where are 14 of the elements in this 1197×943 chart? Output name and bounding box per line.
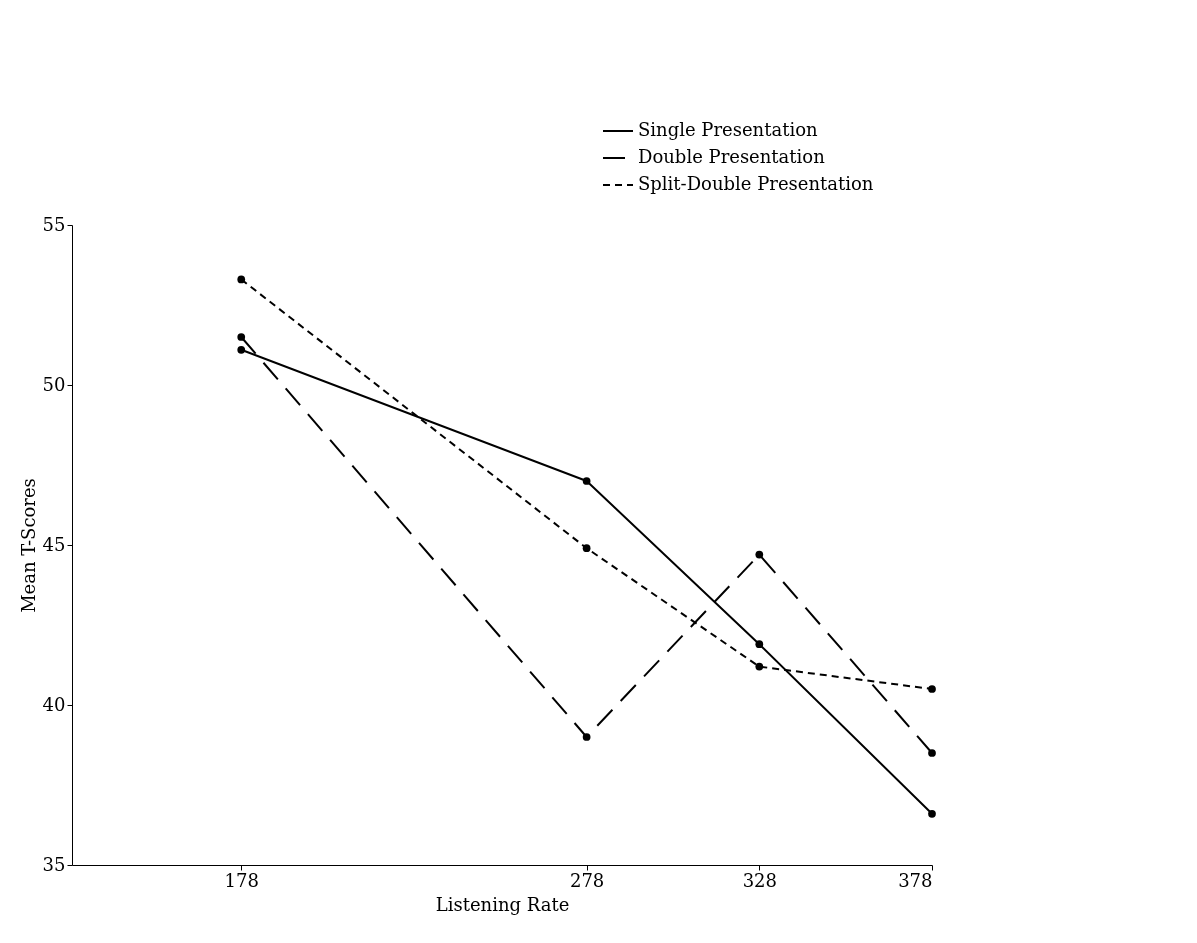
y-tick-label: 45 <box>42 533 66 555</box>
y-tick-label: 55 <box>42 213 66 235</box>
legend-label: Single Presentation <box>638 119 818 140</box>
x-tick-label: 278 <box>569 869 605 891</box>
x-tick-label: 178 <box>224 869 259 891</box>
y-axis-title: Mean T-Scores <box>17 478 39 613</box>
y-tick-label: 40 <box>42 693 66 715</box>
y-tick-label: 50 <box>42 373 66 395</box>
legend-label: Double Presentation <box>638 146 826 167</box>
legend-label: Split-Double Presentation <box>638 173 874 194</box>
x-tick-label: 328 <box>742 869 777 891</box>
x-tick-label: 378 <box>898 869 933 891</box>
y-tick-label: 35 <box>42 853 66 875</box>
x-axis-title: Listening Rate <box>435 893 570 915</box>
